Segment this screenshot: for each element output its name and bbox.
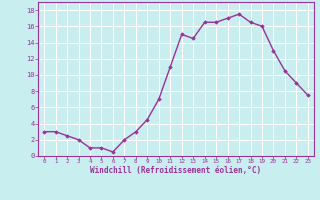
X-axis label: Windchill (Refroidissement éolien,°C): Windchill (Refroidissement éolien,°C) — [91, 166, 261, 175]
